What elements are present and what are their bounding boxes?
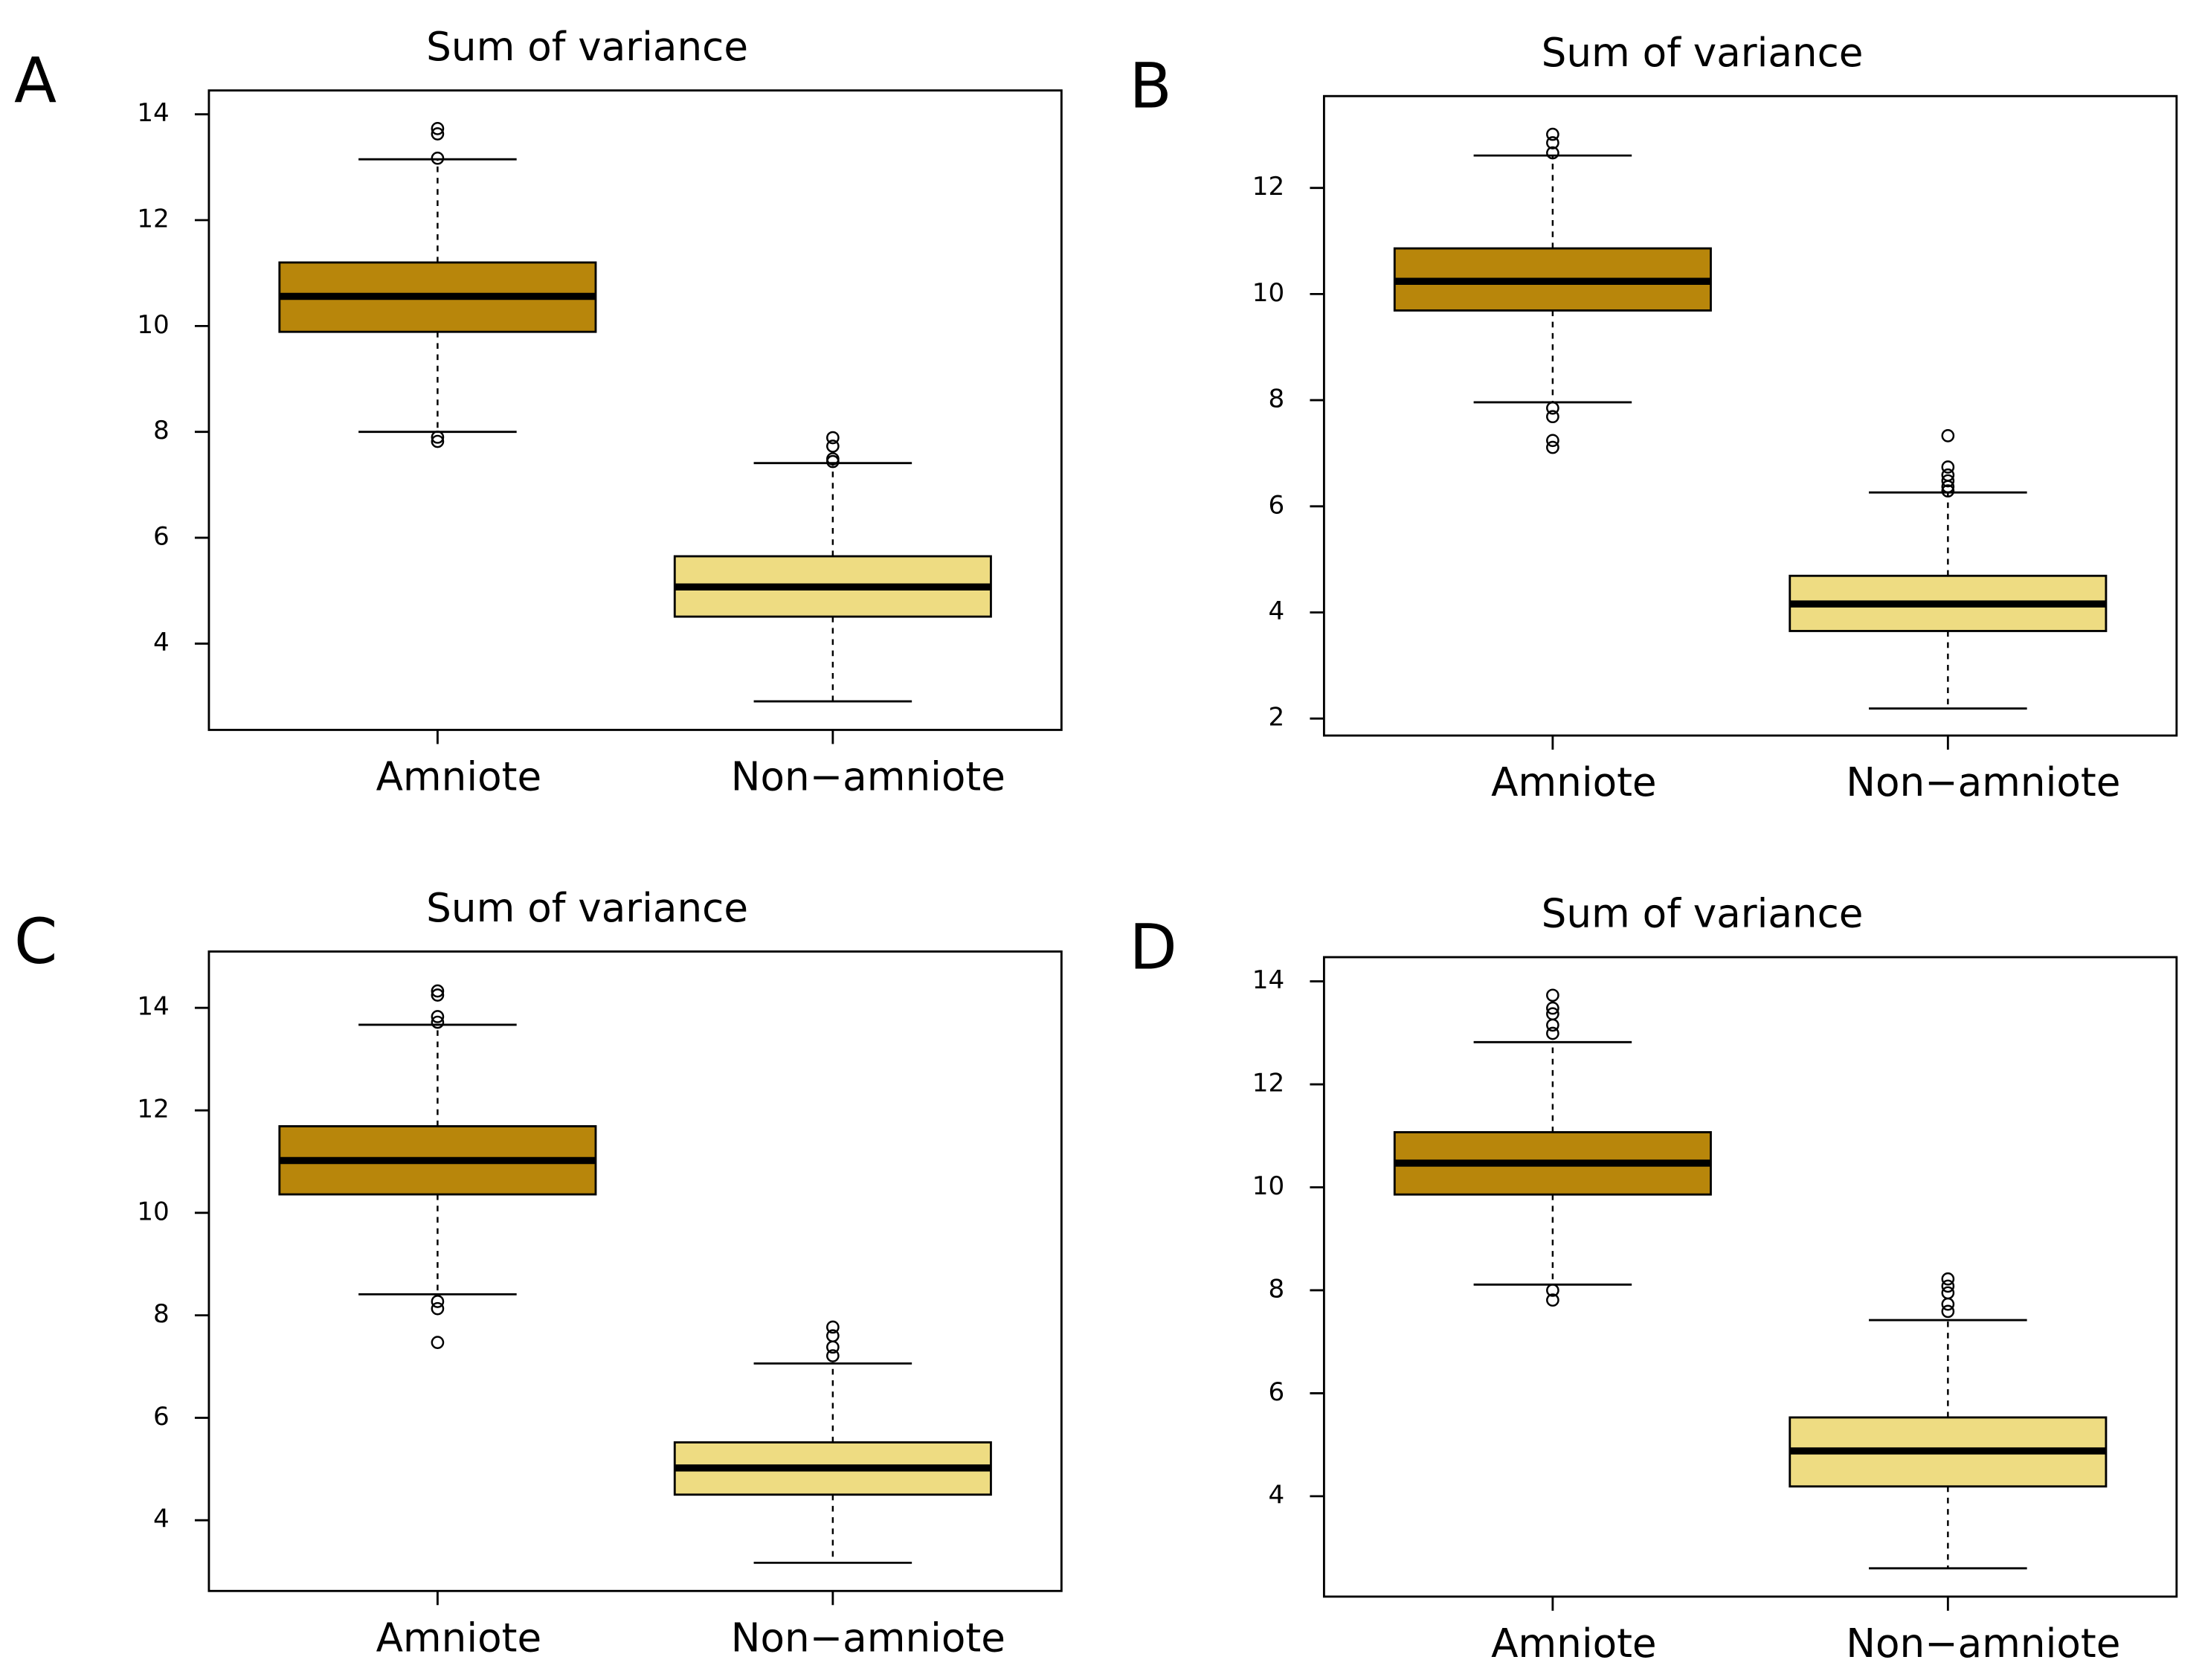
- outlier: [431, 1015, 445, 1029]
- y-tick-label: 2: [1269, 703, 1285, 733]
- outlier: [826, 454, 840, 469]
- outlier: [1941, 480, 1955, 494]
- x-tick-label: Amniote: [376, 754, 542, 800]
- y-tick-label: 12: [1252, 1069, 1284, 1098]
- x-tick-label: Non−amniote: [731, 754, 1005, 800]
- outlier: [1546, 1026, 1559, 1040]
- outlier: [431, 988, 445, 1002]
- panel-label: A: [14, 44, 57, 117]
- outlier: [1941, 1272, 1955, 1286]
- outlier: [1546, 401, 1559, 415]
- panel-label: C: [14, 905, 57, 978]
- outlier: [1941, 1304, 1955, 1319]
- x-tick-label: Non−amniote: [1846, 1621, 2120, 1667]
- outlier: [1546, 1018, 1559, 1032]
- outlier: [1546, 1293, 1559, 1307]
- panel-label: D: [1129, 910, 1176, 983]
- outlier: [1941, 1297, 1955, 1311]
- chart-title: Sum of variance: [426, 24, 748, 70]
- y-tick-label: 10: [1252, 1171, 1284, 1201]
- plot-frame: [1322, 956, 2178, 1598]
- chart-title: Sum of variance: [426, 885, 748, 931]
- outlier: [826, 1340, 840, 1354]
- y-tick-label: 12: [137, 1095, 169, 1124]
- y-tick-label: 8: [1269, 384, 1285, 414]
- outlier: [1941, 429, 1955, 442]
- outlier: [826, 431, 840, 445]
- x-tick-label: Non−amniote: [731, 1615, 1005, 1661]
- outlier: [431, 151, 445, 165]
- chart-title: Sum of variance: [1542, 891, 1864, 937]
- y-tick-label: 14: [137, 992, 169, 1022]
- outlier: [1546, 434, 1559, 448]
- y-tick-label: 6: [1269, 1377, 1285, 1407]
- y-tick-label: 6: [153, 522, 170, 552]
- x-tick-label: Non−amniote: [1846, 759, 2120, 805]
- outlier: [826, 440, 840, 453]
- y-tick-label: 6: [153, 1402, 170, 1432]
- outlier: [1941, 474, 1955, 488]
- outlier: [431, 1295, 445, 1308]
- outlier: [1941, 484, 1955, 498]
- plot-frame: [207, 950, 1063, 1592]
- y-tick-label: 10: [137, 310, 169, 340]
- outlier: [1546, 1284, 1559, 1297]
- y-tick-label: 8: [153, 1299, 170, 1329]
- y-tick-label: 14: [137, 98, 169, 128]
- outlier: [1941, 1279, 1955, 1293]
- outlier: [431, 431, 445, 444]
- outlier: [431, 122, 445, 135]
- x-tick-label: Amniote: [376, 1615, 542, 1661]
- outlier: [1546, 127, 1559, 141]
- y-tick-label: 12: [1252, 172, 1284, 202]
- outlier: [431, 434, 445, 448]
- panel-label: B: [1129, 50, 1171, 123]
- x-tick-label: Amniote: [1491, 759, 1657, 805]
- outlier: [1546, 410, 1559, 424]
- outlier: [431, 1301, 445, 1316]
- chart-title: Sum of variance: [1542, 30, 1864, 76]
- y-tick-label: 8: [1269, 1274, 1285, 1304]
- y-tick-label: 4: [153, 1504, 170, 1534]
- outlier: [1546, 1001, 1559, 1015]
- y-tick-label: 10: [137, 1197, 169, 1226]
- outlier: [1546, 136, 1559, 149]
- y-tick-label: 6: [1269, 490, 1285, 520]
- y-tick-label: 14: [1252, 965, 1284, 995]
- y-tick-label: 12: [137, 205, 169, 234]
- outlier: [1941, 1286, 1955, 1300]
- outlier: [431, 1336, 445, 1349]
- x-tick-label: Amniote: [1491, 1621, 1657, 1667]
- outlier: [826, 1349, 840, 1362]
- y-tick-label: 4: [1269, 1480, 1285, 1510]
- outlier: [1546, 440, 1559, 454]
- outlier: [1941, 460, 1955, 474]
- outlier: [826, 1320, 840, 1334]
- outlier: [431, 127, 445, 141]
- plot-frame: [1322, 94, 2178, 737]
- plot-frame: [207, 89, 1063, 731]
- y-tick-label: 10: [1252, 278, 1284, 308]
- outlier: [1546, 146, 1559, 160]
- y-tick-label: 4: [153, 628, 170, 657]
- y-tick-label: 8: [153, 416, 170, 445]
- outlier: [431, 1010, 445, 1023]
- y-tick-label: 4: [1269, 596, 1285, 626]
- outlier: [431, 984, 445, 998]
- outlier: [1546, 988, 1559, 1002]
